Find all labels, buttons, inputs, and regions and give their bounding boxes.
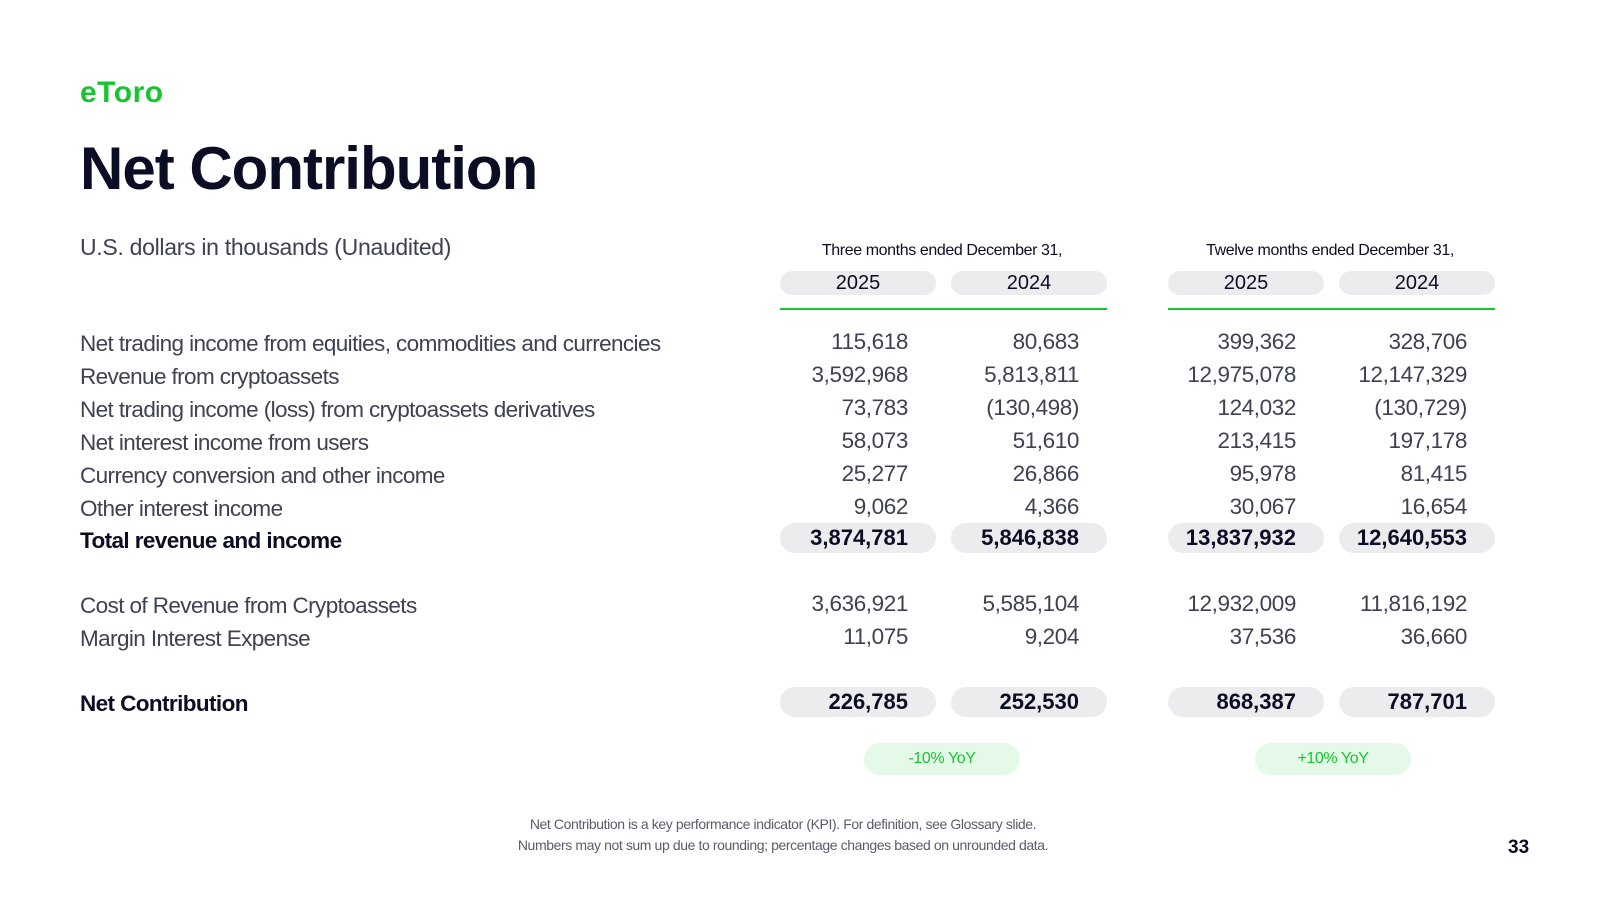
row-value: 25,277 bbox=[841, 461, 909, 486]
header-rule-twelve-months bbox=[1168, 308, 1495, 310]
page-title: Net Contribution bbox=[80, 135, 538, 202]
total-revenue-value: 3,874,781 bbox=[780, 523, 936, 553]
row-label: Revenue from cryptoassets bbox=[80, 364, 339, 389]
etoro-logo: eToro bbox=[80, 78, 164, 108]
row-value: 328,706 bbox=[1388, 329, 1467, 354]
row-value: 11,816,192 bbox=[1360, 591, 1467, 616]
total-revenue-label: Total revenue and income bbox=[80, 528, 342, 553]
row-value: 213,415 bbox=[1217, 428, 1296, 453]
row-value: 12,975,078 bbox=[1187, 362, 1296, 387]
row-label: Cost of Revenue from Cryptoassets bbox=[80, 593, 417, 618]
header-rule-three-months bbox=[780, 308, 1107, 310]
row-value: 26,866 bbox=[1012, 461, 1080, 486]
row-value: 197,178 bbox=[1388, 428, 1467, 453]
net-contribution-value: 226,785 bbox=[780, 687, 936, 717]
net-contribution-value: 868,387 bbox=[1168, 687, 1324, 717]
footnote-kpi: Net Contribution is a key performance in… bbox=[529, 816, 1037, 832]
row-value: 3,636,921 bbox=[811, 591, 909, 616]
row-value: 58,073 bbox=[841, 428, 909, 453]
row-label: Margin Interest Expense bbox=[80, 626, 311, 651]
row-label: Other interest income bbox=[80, 496, 283, 521]
row-value: 95,978 bbox=[1229, 461, 1297, 486]
units-subtitle: U.S. dollars in thousands (Unaudited) bbox=[80, 234, 452, 260]
net-contribution-label: Net Contribution bbox=[80, 691, 248, 716]
page-number: 33 bbox=[1508, 837, 1530, 858]
footnote-rounding: Numbers may not sum up due to rounding; … bbox=[517, 837, 1049, 853]
row-value: 9,062 bbox=[853, 494, 909, 519]
row-value: 124,032 bbox=[1217, 395, 1296, 420]
row-value: 115,618 bbox=[831, 329, 908, 354]
year-header-fy-2024: 2024 bbox=[1339, 271, 1495, 295]
row-value: 5,585,104 bbox=[982, 591, 1080, 616]
total-revenue-value: 13,837,932 bbox=[1168, 523, 1324, 553]
row-label: Net interest income from users bbox=[80, 430, 369, 455]
row-label: Net trading income (loss) from cryptoass… bbox=[80, 397, 595, 422]
row-value: 9,204 bbox=[1024, 624, 1080, 649]
period-header-three-months: Three months ended December 31, bbox=[821, 242, 1063, 259]
year-header-q-2025: 2025 bbox=[780, 271, 936, 295]
row-label: Net trading income from equities, commod… bbox=[80, 331, 661, 356]
row-value: 51,610 bbox=[1012, 428, 1080, 453]
total-revenue-value: 5,846,838 bbox=[951, 523, 1107, 553]
yoy-badge-twelve-months: +10% YoY bbox=[1255, 743, 1411, 775]
yoy-badge-three-months: -10% YoY bbox=[864, 743, 1020, 775]
row-value: 37,536 bbox=[1229, 624, 1297, 649]
net-contribution-value: 252,530 bbox=[951, 687, 1107, 717]
row-value: (130,498) bbox=[986, 395, 1079, 420]
year-header-fy-2025: 2025 bbox=[1168, 271, 1324, 295]
period-header-twelve-months: Twelve months ended December 31, bbox=[1206, 242, 1454, 259]
row-value: 73,783 bbox=[841, 395, 909, 420]
row-value: 4,366 bbox=[1024, 494, 1080, 519]
row-label: Currency conversion and other income bbox=[80, 463, 445, 488]
row-value: 16,654 bbox=[1400, 494, 1468, 519]
row-value: 12,147,329 bbox=[1358, 362, 1467, 387]
logo-text: eToro bbox=[80, 76, 164, 109]
row-value: 3,592,968 bbox=[811, 362, 909, 387]
year-header-q-2024: 2024 bbox=[951, 271, 1107, 295]
row-value: (130,729) bbox=[1374, 395, 1467, 420]
row-value: 399,362 bbox=[1217, 329, 1296, 354]
total-revenue-value: 12,640,553 bbox=[1339, 523, 1495, 553]
row-value: 81,415 bbox=[1400, 461, 1468, 486]
row-value: 80,683 bbox=[1012, 329, 1080, 354]
net-contribution-value: 787,701 bbox=[1339, 687, 1495, 717]
row-value: 5,813,811 bbox=[984, 362, 1079, 387]
row-value: 36,660 bbox=[1400, 624, 1468, 649]
row-value: 12,932,009 bbox=[1187, 591, 1296, 616]
row-value: 30,067 bbox=[1229, 494, 1297, 519]
row-value: 11,075 bbox=[843, 624, 908, 649]
